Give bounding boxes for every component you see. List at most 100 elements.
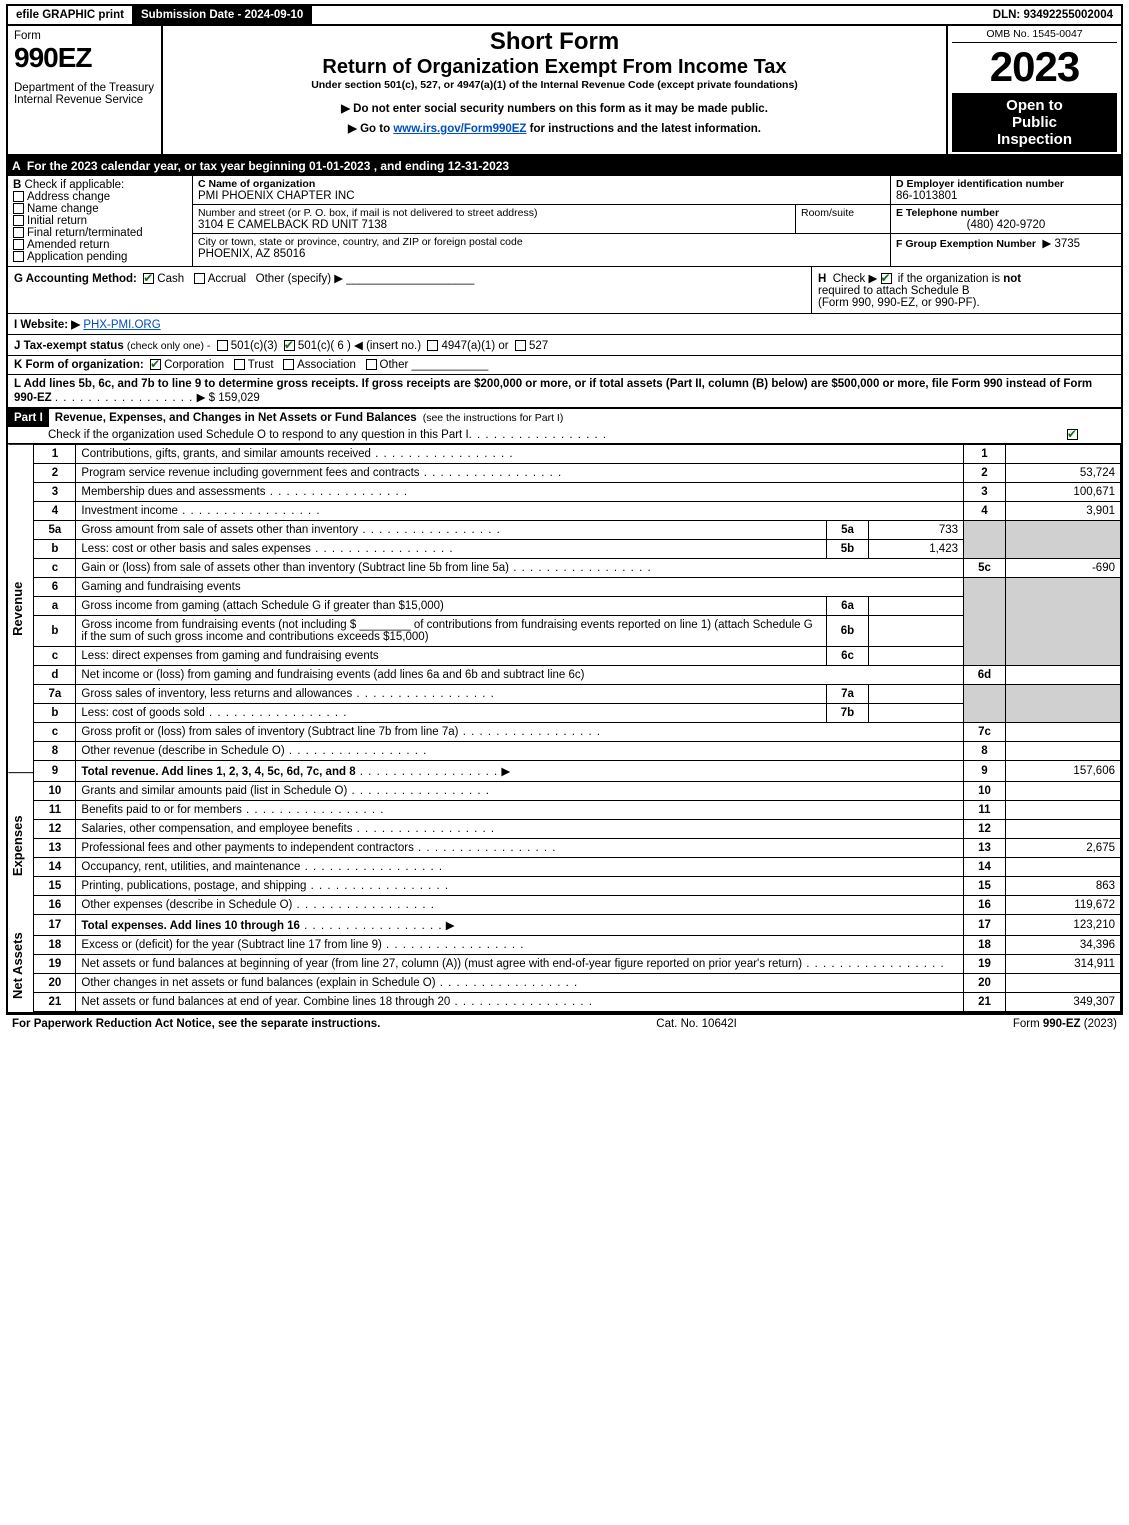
l2-text: Program service revenue including govern… — [81, 467, 419, 479]
l17-amt: 123,210 — [1006, 915, 1121, 936]
check-name-change[interactable] — [13, 203, 24, 214]
form-number: 990EZ — [14, 42, 155, 74]
l-arrow: ▶ — [197, 392, 206, 404]
check-501c3[interactable] — [217, 340, 228, 351]
line-3: 3Membership dues and assessments3100,671 — [34, 483, 1121, 502]
topbar: efile GRAPHIC print Submission Date - 20… — [6, 4, 1123, 26]
check-accrual[interactable] — [194, 273, 205, 284]
footer: For Paperwork Reduction Act Notice, see … — [6, 1014, 1123, 1033]
l6d-text: Net income or (loss) from gaming and fun… — [76, 666, 964, 685]
j-note: (check only one) - — [127, 340, 210, 352]
room-suite-label: Room/suite — [795, 205, 890, 233]
line-6a: aGross income from gaming (attach Schedu… — [34, 597, 1121, 616]
l10-text: Grants and similar amounts paid (list in… — [81, 785, 347, 797]
check-initial-return[interactable] — [13, 215, 24, 226]
c-street-label: Number and street (or P. O. box, if mail… — [198, 207, 790, 219]
l15-amt: 863 — [1006, 877, 1121, 896]
f-arrow: ▶ — [1042, 238, 1051, 250]
irs-link[interactable]: www.irs.gov/Form990EZ — [393, 123, 526, 135]
l7a-text: Gross sales of inventory, less returns a… — [81, 688, 352, 700]
part-i-title: Revenue, Expenses, and Changes in Net As… — [49, 409, 423, 427]
l8-amt — [1006, 742, 1121, 761]
check-corporation[interactable] — [150, 359, 161, 370]
phone-value: (480) 420-9720 — [896, 219, 1116, 231]
b-opt-address: Address change — [27, 191, 110, 203]
l6b-t1: Gross income from fundraising events (no… — [81, 619, 356, 631]
l6-text: Gaming and fundraising events — [76, 578, 964, 597]
check-trust[interactable] — [234, 359, 245, 370]
efile-print[interactable]: efile GRAPHIC print — [8, 6, 133, 24]
l3-text: Membership dues and assessments — [81, 486, 265, 498]
check-other-org[interactable] — [366, 359, 377, 370]
check-application-pending[interactable] — [13, 251, 24, 262]
line-14: 14Occupancy, rent, utilities, and mainte… — [34, 858, 1121, 877]
l9-text: Total revenue. Add lines 1, 2, 3, 4, 5c,… — [81, 766, 355, 778]
l20-amt — [1006, 974, 1121, 993]
dln: DLN: 93492255002004 — [985, 6, 1121, 24]
g-other: Other (specify) ▶ — [256, 273, 343, 285]
line-5c: cGain or (loss) from sale of assets othe… — [34, 559, 1121, 578]
g-accrual: Accrual — [208, 273, 246, 285]
l9-amt: 157,606 — [1006, 761, 1121, 782]
k-corp: Corporation — [164, 359, 224, 371]
box-b: B Check if applicable: Address change Na… — [8, 176, 193, 267]
row-k: K Form of organization: Corporation Trus… — [6, 356, 1123, 375]
l21-text: Net assets or fund balances at end of ye… — [81, 996, 450, 1008]
l15-text: Printing, publications, postage, and shi… — [81, 880, 306, 892]
page-wrap: efile GRAPHIC print Submission Date - 20… — [0, 0, 1129, 1037]
l21-amt: 349,307 — [1006, 993, 1121, 1012]
h-t4: (Form 990, 990-EZ, or 990-PF). — [818, 297, 980, 309]
inspect-l1: Open to — [956, 97, 1113, 114]
check-address-change[interactable] — [13, 191, 24, 202]
ein-value: 86-1013801 — [896, 190, 1116, 202]
check-schedule-o-used[interactable] — [1067, 429, 1078, 440]
j-501c3: 501(c)(3) — [231, 340, 278, 352]
h-not: not — [1003, 273, 1021, 285]
short-form-title: Short Form — [169, 28, 940, 56]
website-link[interactable]: PHX-PMI.ORG — [83, 319, 160, 331]
check-final-return[interactable] — [13, 227, 24, 238]
omb-number: OMB No. 1545-0047 — [952, 28, 1117, 43]
submission-date-button[interactable]: Submission Date - 2024-09-10 — [133, 6, 312, 24]
dept-treasury: Department of the Treasury — [14, 82, 155, 94]
l14-amt — [1006, 858, 1121, 877]
line-12: 12Salaries, other compensation, and empl… — [34, 820, 1121, 839]
g-accounting: G Accounting Method: Cash Accrual Other … — [8, 267, 811, 314]
part-i-checkline: Check if the organization used Schedule … — [6, 427, 1123, 444]
irs-label: Internal Revenue Service — [14, 94, 155, 106]
check-cash[interactable] — [143, 273, 154, 284]
line-21: 21Net assets or fund balances at end of … — [34, 993, 1121, 1012]
l1-text: Contributions, gifts, grants, and simila… — [81, 448, 371, 460]
part-i-header: Part I Revenue, Expenses, and Changes in… — [6, 409, 1123, 427]
h-check-text: Check ▶ — [833, 273, 878, 285]
c-city-label: City or town, state or province, country… — [198, 236, 885, 248]
f-label: F Group Exemption Number — [896, 238, 1036, 250]
l11-text: Benefits paid to or for members — [81, 804, 241, 816]
row-gh: G Accounting Method: Cash Accrual Other … — [6, 267, 1123, 314]
org-city: PHOENIX, AZ 85016 — [198, 248, 885, 260]
footer-catno: Cat. No. 10642I — [656, 1018, 737, 1030]
inspect-l2: Public — [956, 114, 1113, 131]
check-association[interactable] — [283, 359, 294, 370]
h-label: H — [818, 273, 826, 285]
g-cash: Cash — [157, 273, 184, 285]
j-501c: 501(c)( 6 ) ◀ (insert no.) — [298, 340, 421, 352]
check-schedule-b-not-required[interactable] — [881, 273, 892, 284]
j-label: J Tax-exempt status — [14, 340, 124, 352]
line-6c: cLess: direct expenses from gaming and f… — [34, 647, 1121, 666]
k-trust: Trust — [248, 359, 274, 371]
h-t3: required to attach Schedule B — [818, 285, 970, 297]
l19-amt: 314,911 — [1006, 955, 1121, 974]
l14-text: Occupancy, rent, utilities, and maintena… — [81, 861, 300, 873]
line-20: 20Other changes in net assets or fund ba… — [34, 974, 1121, 993]
l7c-amt — [1006, 723, 1121, 742]
b-opt-initial: Initial return — [27, 215, 87, 227]
check-amended-return[interactable] — [13, 239, 24, 250]
l19-text: Net assets or fund balances at beginning… — [81, 958, 802, 970]
line-9: 9Total revenue. Add lines 1, 2, 3, 4, 5c… — [34, 761, 1121, 782]
check-501c[interactable] — [284, 340, 295, 351]
subtitle: Under section 501(c), 527, or 4947(a)(1)… — [169, 79, 940, 91]
check-4947a1[interactable] — [427, 340, 438, 351]
check-527[interactable] — [515, 340, 526, 351]
header-left: Form 990EZ Department of the Treasury In… — [8, 26, 163, 154]
